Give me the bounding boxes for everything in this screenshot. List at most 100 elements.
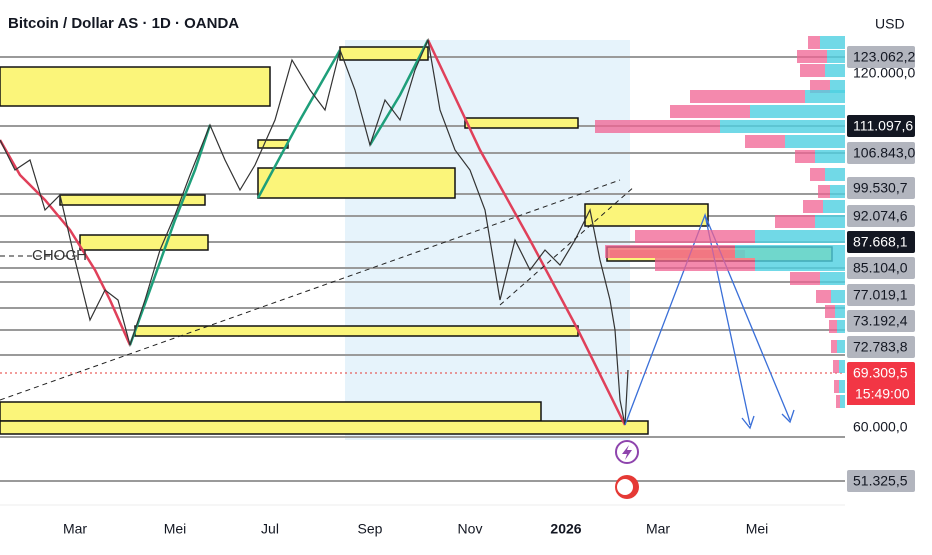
profile-bar-sell <box>816 290 831 303</box>
profile-bar-sell <box>800 64 825 77</box>
profile-bar-buy <box>755 258 845 271</box>
price-label: 106.843,0 <box>853 145 915 161</box>
profile-bar-buy <box>735 245 845 258</box>
profile-bar-buy <box>720 120 845 133</box>
date-range-highlight <box>345 40 630 440</box>
trend-line <box>0 139 132 346</box>
profile-bar-sell <box>797 50 827 63</box>
profile-bar-buy <box>823 200 845 213</box>
profile-bar-sell <box>670 105 750 118</box>
profile-bar-sell <box>831 340 837 353</box>
price-label-box <box>847 362 915 384</box>
profile-bar-buy <box>820 36 845 49</box>
lightning-icon <box>622 445 632 460</box>
profile-bar-sell <box>810 168 825 181</box>
price-label: 120.000,0 <box>853 65 915 81</box>
profile-bar-sell <box>833 360 839 373</box>
currency-label: USD <box>875 16 905 32</box>
profile-bar-buy <box>825 64 845 77</box>
profile-bar-buy <box>840 395 845 408</box>
price-label: 69.309,5 <box>853 365 908 381</box>
price-label-box <box>847 310 915 332</box>
profile-bar-sell <box>834 380 839 393</box>
time-label: Jul <box>261 521 279 537</box>
price-label: 60.000,0 <box>853 419 908 435</box>
supply-demand-zone <box>59 194 206 206</box>
time-label: Mar <box>63 521 87 537</box>
profile-bar-sell <box>790 272 820 285</box>
price-label: 72.783,8 <box>853 339 908 355</box>
price-label-box <box>847 115 915 137</box>
supply-demand-zone <box>0 401 542 422</box>
trend-line <box>256 49 342 199</box>
profile-bar-buy <box>837 340 845 353</box>
profile-bar-sell <box>635 230 755 243</box>
profile-bar-sell <box>818 185 830 198</box>
chart-title: Bitcoin / Dollar AS · 1D · OANDA <box>8 15 239 32</box>
drawings <box>0 37 845 430</box>
trend-line <box>426 39 627 426</box>
profile-bar-buy <box>830 80 845 93</box>
price-label: 73.192,4 <box>853 313 908 329</box>
price-label: 99.530,7 <box>853 180 908 196</box>
choch-label: CHOCH <box>32 247 87 264</box>
supply-demand-zone <box>339 46 429 61</box>
price-label-box <box>847 336 915 358</box>
price-label-box <box>847 177 915 199</box>
profile-bar-sell <box>795 150 815 163</box>
profile-bar-sell <box>595 120 720 133</box>
price-label-box <box>847 142 915 164</box>
trend-line <box>128 124 212 346</box>
price-label-box <box>847 46 915 68</box>
trend-line <box>368 39 430 146</box>
supply-demand-zone <box>0 420 649 435</box>
profile-bar-buy <box>815 150 845 163</box>
arrow-head <box>741 409 795 430</box>
time-label: 2026 <box>550 521 581 537</box>
price-label: 111.097,6 <box>853 118 913 134</box>
profile-bar-sell <box>745 135 785 148</box>
profile-bar-buy <box>785 135 845 148</box>
time-label: Mar <box>646 521 670 537</box>
channel-line <box>0 179 621 401</box>
price-label: 87.668,1 <box>853 234 908 250</box>
profile-bar-buy <box>815 215 845 228</box>
profile-bar-sell <box>605 245 735 258</box>
profile-bar-sell <box>808 36 820 49</box>
profile-bar-sell <box>829 320 837 333</box>
price-label-box <box>847 470 915 492</box>
profile-bar-buy <box>825 168 845 181</box>
volume-profile <box>595 36 845 408</box>
price-label-box <box>847 231 915 253</box>
profile-bar-buy <box>750 105 845 118</box>
flag-icon <box>617 479 633 495</box>
profile-bar-buy <box>827 50 845 63</box>
profile-bar-buy <box>839 380 845 393</box>
supply-demand-zone <box>464 117 579 129</box>
profile-bar-sell <box>825 305 835 318</box>
price-label: 85.104,0 <box>853 260 908 276</box>
price-path <box>0 37 629 426</box>
price-label: 92.074,6 <box>853 208 908 224</box>
countdown-label: 15:49:00 <box>855 386 910 402</box>
price-label: 123.062,2 <box>853 49 915 65</box>
profile-bar-sell <box>836 395 840 408</box>
profile-bar-sell <box>690 90 805 103</box>
profile-bar-sell <box>775 215 815 228</box>
profile-bar-buy <box>837 320 845 333</box>
profile-bar-buy <box>835 305 845 318</box>
price-label: 51.325,5 <box>853 473 908 489</box>
countdown-box <box>847 383 915 405</box>
time-label: Mei <box>164 521 187 537</box>
profile-bar-buy <box>820 272 845 285</box>
time-label: Mei <box>746 521 769 537</box>
time-label: Sep <box>358 521 383 537</box>
price-label-box <box>847 284 915 306</box>
profile-bar-buy <box>839 360 845 373</box>
supply-demand-zone <box>79 234 209 251</box>
profile-bar-sell <box>810 80 830 93</box>
supply-demand-zone <box>584 203 709 227</box>
price-label-box <box>847 257 915 279</box>
channel-line <box>499 185 636 306</box>
